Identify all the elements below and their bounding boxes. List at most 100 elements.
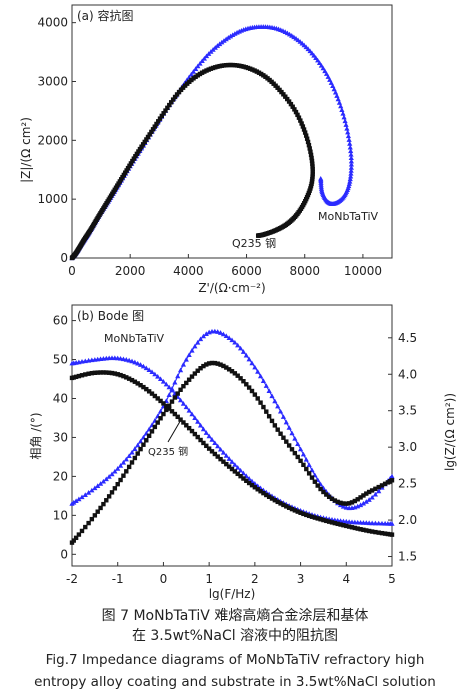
panel-b-series-2-point-101	[358, 527, 363, 532]
panel-a-series-1-point-157	[300, 124, 306, 129]
panel-b-series-2-point-31	[158, 398, 163, 404]
panel-b-series-0-point-27	[146, 367, 152, 373]
panel-b-series-3-point-13	[106, 494, 112, 499]
panel-a-series-1-point-88	[161, 111, 166, 116]
panel-b-series-3-point-42	[189, 374, 195, 379]
panel-a-series-1-point-87	[159, 113, 165, 119]
panel-a-series-0-point-113	[225, 35, 231, 40]
panel-b-series-1-point-84	[309, 467, 315, 473]
panel-b-series-3-point-68	[264, 409, 269, 414]
panel-b-series-0-point-34	[166, 384, 172, 390]
panel-b-series-1-point-55	[226, 335, 232, 340]
panel-a-series-1-point-153	[295, 112, 300, 118]
panel-b-series-0-point-58	[235, 465, 241, 470]
panel-a-x-axis-label: Z'/(Ω·cm⁻²)	[198, 281, 265, 295]
panel-b-series-3-point-88	[321, 489, 326, 495]
panel-a-series-1-point-67	[127, 163, 132, 168]
panel-b-series-2-point-4	[79, 373, 85, 378]
panel-a-series-1-point-176	[309, 179, 315, 184]
panel-b-series-2-point-6	[86, 371, 91, 376]
panel-a-series-0-point-189	[348, 170, 354, 176]
panel-a-series-1-point-146	[283, 94, 288, 99]
panel-b-series-2-point-11	[101, 370, 106, 375]
panel-b-series-3-point-95	[341, 501, 346, 506]
panel-b-series-2-point-68	[264, 492, 269, 498]
panel-b-series-2-point-57	[232, 469, 238, 474]
panel-b-series-0-point-31	[157, 376, 164, 382]
panel-b-series-3-point-57	[232, 371, 238, 376]
panel-b-series-2-point-89	[324, 518, 329, 524]
panel-b-series-3-point-25	[141, 442, 146, 447]
panel-b-series-2-point-1	[71, 375, 76, 380]
panel-b-series-2-point-36	[172, 411, 178, 417]
panel-b-series-2-point-66	[258, 489, 263, 494]
panel-b-series-2-point-103	[364, 528, 369, 533]
panel-b-series-2-point-95	[341, 523, 346, 528]
panel-a-series-1-point-179	[308, 186, 313, 191]
panel-a-series-1-point-83	[152, 124, 157, 129]
panel-b-series-2-point-102	[361, 527, 366, 533]
panel-b-series-3-point-60	[241, 379, 246, 384]
panel-b-series-2-point-27	[146, 389, 152, 394]
panel-a-series-1-point-169	[310, 161, 315, 166]
panel-b-series-3-point-26	[144, 438, 149, 443]
panel-a-series-1-point-93	[170, 97, 176, 102]
panel-b-series-2-point-23	[135, 381, 140, 386]
panel-b-series-3-point-36	[172, 395, 178, 400]
panel-b-series-2-point-55	[226, 464, 232, 469]
panel-a-series-1-point-69	[130, 158, 135, 164]
panel-b-series-2-point-22	[132, 379, 138, 384]
panel-b-series-3-point-54	[224, 365, 229, 370]
panel-b-series-0-point-22	[132, 359, 138, 365]
panel-b-series-1-point-21	[129, 449, 135, 455]
panel-b-series-3-point-52	[218, 362, 223, 367]
panel-b-series-3-point-81	[301, 462, 306, 468]
panel-a-series-0-point-182	[348, 148, 354, 154]
panel-a-series-1-point-96	[176, 89, 182, 95]
panel-b-series-2-point-39	[181, 420, 186, 425]
panel-b-series-2-point-92	[332, 520, 338, 526]
panel-b-series-0-point-20	[126, 357, 132, 363]
panel-b-series-2-point-79	[295, 509, 300, 514]
panel-b-series-2-point-33	[164, 403, 169, 409]
panel-b-series-1-point-14	[109, 471, 115, 477]
panel-a-y-tick-label: 4000	[37, 16, 68, 30]
panel-a-series-0-point-188	[348, 168, 354, 173]
panel-b-series-2-point-37	[175, 414, 180, 420]
panel-b-series-3-point-70	[269, 418, 275, 424]
panel-a-series-0-point-180	[347, 141, 353, 146]
panel-b-series-1-point-95	[340, 503, 347, 509]
panel-b-series-0-point-112	[389, 521, 395, 526]
panel-b-series-3-point-55	[226, 367, 232, 372]
panel-b-series-3-point-106	[373, 486, 378, 491]
panel-b-series-3-point-56	[229, 369, 235, 374]
panel-b-series-1-point-104	[366, 497, 372, 502]
panel-a-series-1-point-165	[308, 149, 313, 154]
panel-a-series-1-point-63	[121, 172, 127, 178]
panel-b-series-2-point-82	[304, 512, 309, 518]
panel-b-series-2-point-106	[373, 529, 378, 535]
panel-b-series-2-point-40	[184, 423, 189, 428]
panel-b-series-0-point-59	[237, 467, 244, 473]
panel-a-series-0-point-156	[316, 60, 323, 65]
panel-b-series-2-point-69	[266, 494, 272, 500]
panel-b-series-1-point-40	[183, 356, 189, 362]
panel-b-series-3-point-6	[86, 520, 91, 526]
panel-b-series-0-point-45	[197, 422, 204, 428]
panel-b-series-3-point-45	[198, 366, 203, 371]
panel-b-series-3-point-31	[158, 416, 163, 421]
panel-b-y2-tick-label: 3.5	[398, 404, 417, 418]
panel-a-series-0-point-172	[340, 110, 346, 116]
panel-b-series-1-point-17	[117, 463, 124, 468]
panel-b-series-1-point-52	[217, 330, 224, 335]
panel-b-series-2-point-5	[83, 372, 88, 377]
panel-b-series-3-point-103	[364, 491, 369, 496]
panel-b-series-2-point-98	[349, 525, 355, 530]
panel-b-series-3-point-80	[298, 458, 303, 464]
panel-a-series-1-point-149	[288, 101, 294, 107]
panel-b-y-tick-label: 30	[53, 430, 68, 444]
panel-a-series-0-point-185	[348, 158, 354, 164]
panel-b-series-3-point-72	[275, 427, 280, 432]
panel-a-series-1-point-65	[124, 168, 129, 173]
panel-b-series-3-point-94	[338, 500, 343, 506]
